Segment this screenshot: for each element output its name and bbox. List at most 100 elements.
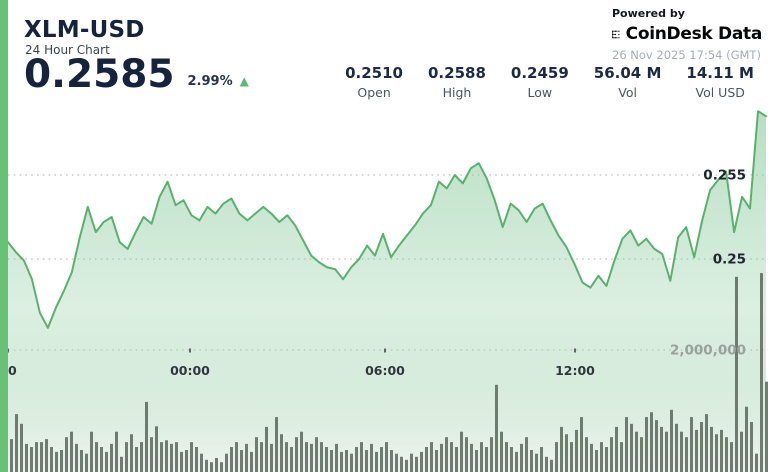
stat-open-value: 0.2510 — [345, 64, 403, 82]
stat-low: 0.2459 Low — [511, 64, 569, 100]
volume-bar — [400, 456, 403, 472]
volume-bar — [605, 447, 608, 472]
volume-bar — [685, 437, 688, 472]
volume-bar — [675, 423, 678, 472]
current-price-row: 0.2585 2.99% ▲ — [24, 55, 249, 95]
volume-bar — [560, 426, 563, 472]
volume-bar — [575, 429, 578, 472]
volume-bar — [475, 450, 478, 472]
volume-bar — [695, 429, 698, 472]
pair-title: XLM-USD — [24, 17, 145, 43]
volume-bar — [500, 431, 503, 472]
stat-volume-usd-value: 14.11 M — [686, 64, 754, 82]
volume-bar — [260, 442, 263, 472]
volume-bar — [380, 447, 383, 472]
volume-bar — [730, 442, 733, 472]
volume-bar — [160, 442, 163, 472]
volume-bar — [725, 437, 728, 472]
volume-bar — [20, 423, 23, 472]
volume-bar — [430, 442, 433, 472]
volume-bar — [690, 417, 693, 472]
volume-bar — [425, 447, 428, 472]
volume-bar — [115, 431, 118, 472]
volume-bar — [390, 450, 393, 472]
volume-bar — [110, 443, 113, 472]
volume-bar — [175, 442, 178, 472]
volume-bar — [435, 450, 438, 472]
volume-bar — [395, 453, 398, 472]
volume-bar — [755, 453, 758, 472]
volume-bar — [590, 443, 593, 472]
volume-bar — [300, 431, 303, 472]
brand-row[interactable]: CoinDesk Data — [612, 24, 762, 44]
volume-bar — [50, 447, 53, 472]
volume-bar — [315, 437, 318, 472]
volume-bar — [440, 443, 443, 472]
volume-bar — [630, 423, 633, 472]
ohlc-stats-row: 0.2510 Open 0.2588 High 0.2459 Low 56.04… — [345, 64, 754, 100]
stat-low-label: Low — [527, 85, 553, 100]
volume-bar — [125, 442, 128, 472]
volume-bar — [140, 442, 143, 472]
volume-bar — [355, 447, 358, 472]
x-axis-label: 12:00 — [555, 363, 595, 378]
volume-bar — [505, 442, 508, 472]
volume-bar — [195, 447, 198, 472]
volume-bar — [665, 431, 668, 472]
x-tick-mark — [189, 348, 191, 353]
volume-bar — [335, 443, 338, 472]
stat-open-label: Open — [357, 85, 391, 100]
powered-by-block: Powered by CoinDesk Data 26 Nov 2025 17:… — [612, 7, 762, 62]
volume-bar — [610, 437, 613, 472]
chart-timestamp: 26 Nov 2025 17:54 (GMT) — [612, 48, 761, 62]
volume-bar — [680, 431, 683, 472]
volume-bar — [90, 431, 93, 472]
volume-bar — [405, 459, 408, 472]
coindesk-logo-icon — [612, 30, 620, 38]
volume-bar — [745, 406, 748, 472]
volume-bar — [525, 437, 528, 472]
volume-bar — [460, 431, 463, 472]
volume-bar — [40, 442, 43, 472]
volume-bar — [625, 417, 628, 472]
volume-bar — [375, 451, 378, 472]
volume-bar — [305, 442, 308, 472]
volume-bar — [35, 442, 38, 472]
volume-bar — [595, 450, 598, 472]
volume-bar — [370, 443, 373, 472]
volume-bar — [250, 451, 253, 472]
volume-bar — [230, 447, 233, 472]
volume-bar — [280, 434, 283, 472]
volume-bar — [750, 422, 753, 472]
y-axis-volume-label: 2,000,000 — [670, 343, 746, 359]
volume-bar — [515, 451, 518, 472]
brand-name: CoinDesk Data — [625, 24, 763, 44]
volume-bar — [285, 442, 288, 472]
price-area — [8, 111, 766, 472]
volume-bar — [410, 453, 413, 472]
volume-bar — [550, 459, 553, 472]
volume-bar — [640, 437, 643, 472]
volume-bar — [580, 417, 583, 472]
volume-bar — [295, 437, 298, 472]
volume-bar — [190, 442, 193, 472]
volume-bar — [320, 442, 323, 472]
volume-bar — [520, 443, 523, 472]
volume-bar — [330, 450, 333, 472]
x-tick-mark — [7, 348, 9, 353]
volume-bar — [55, 451, 58, 472]
volume-bar — [290, 447, 293, 472]
x-tick-mark — [384, 348, 386, 353]
volume-bar — [655, 420, 658, 472]
stat-volume-usd-label: Vol USD — [695, 85, 745, 100]
volume-bar — [145, 401, 148, 472]
stat-volume-usd: 14.11 M Vol USD — [686, 64, 754, 100]
volume-bar — [490, 437, 493, 472]
stat-open: 0.2510 Open — [345, 64, 403, 100]
volume-bar — [450, 442, 453, 472]
volume-bar — [485, 447, 488, 472]
up-triangle-icon: ▲ — [239, 74, 249, 89]
powered-by-label: Powered by — [612, 7, 685, 20]
